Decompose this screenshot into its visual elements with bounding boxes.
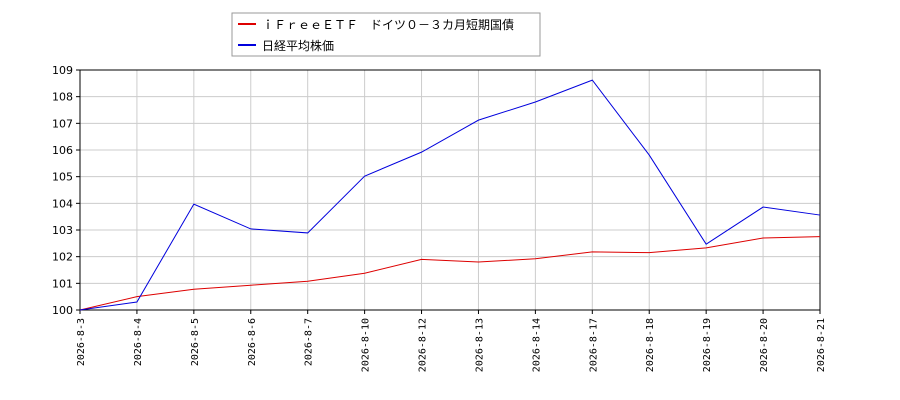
plot-frame — [79, 69, 821, 311]
x-tick-label: 2026-8-5 — [190, 318, 201, 366]
x-tick-label: 2026-8-21 — [816, 318, 827, 372]
y-tick-label: 107 — [52, 117, 73, 130]
x-tick-label: 2026-8-20 — [759, 318, 770, 372]
y-tick-label: 102 — [52, 251, 73, 264]
legend-label: ｉＦｒｅｅＥＴＦ ドイツ０－３カ月短期国債 — [262, 17, 514, 32]
y-tick-label: 104 — [52, 197, 73, 210]
x-tick-label: 2026-8-17 — [588, 318, 599, 372]
x-tick-label: 2026-8-10 — [361, 318, 372, 372]
legend-label: 日経平均株価 — [262, 38, 334, 53]
x-tick-label: 2026-8-13 — [474, 318, 485, 372]
x-tick-label: 2026-8-6 — [247, 318, 258, 366]
y-tick-label: 101 — [52, 277, 73, 290]
x-tick-label: 2026-8-7 — [304, 318, 315, 366]
y-tick-label: 105 — [52, 171, 73, 184]
x-tick-label: 2026-8-12 — [418, 318, 429, 372]
y-tick-label: 109 — [52, 64, 73, 77]
y-tick-label: 108 — [52, 91, 73, 104]
x-tick-label: 2026-8-14 — [531, 318, 542, 372]
x-tick-label: 2026-8-18 — [645, 318, 656, 372]
x-tick-label: 2026-8-19 — [702, 318, 713, 372]
x-tick-label: 2026-8-3 — [76, 318, 87, 366]
y-tick-label: 103 — [52, 224, 73, 237]
line-series — [79, 236, 821, 311]
y-tick-label: 100 — [52, 304, 73, 317]
legend-box — [231, 12, 541, 57]
y-tick-label: 106 — [52, 144, 73, 157]
line-series — [79, 79, 821, 311]
x-tick-label: 2026-8-4 — [133, 318, 144, 366]
